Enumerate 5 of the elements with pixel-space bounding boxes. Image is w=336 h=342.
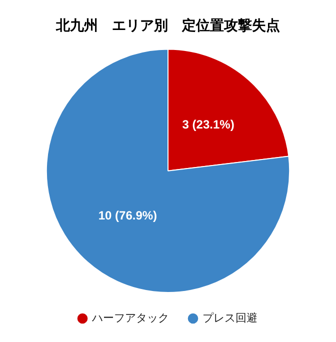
legend-label: ハーフアタック (91, 311, 169, 324)
data-label: 10 (76.9%) (98, 208, 158, 223)
legend-label: プレス回避 (202, 311, 258, 324)
chart-title: 北九州 エリア別 定位置攻撃失点 (55, 17, 280, 34)
data-label: 3 (23.1%) (182, 118, 234, 132)
